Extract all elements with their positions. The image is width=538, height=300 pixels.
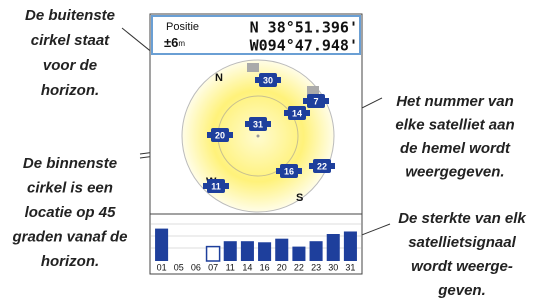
callout-line: cirkel staat xyxy=(31,32,110,49)
satellite-wing xyxy=(225,183,229,189)
signal-label: 22 xyxy=(294,262,304,272)
signal-bar xyxy=(327,234,340,261)
signal-label: 23 xyxy=(311,262,321,272)
callout-line: de hemel wordt xyxy=(400,140,511,157)
satellite-wing xyxy=(306,110,310,116)
accuracy-value: ±6 xyxy=(164,35,178,50)
signal-bar xyxy=(258,242,271,261)
satellite-label: 31 xyxy=(253,119,263,129)
callout-line: De binnenste xyxy=(23,155,117,172)
satellite-label: 7 xyxy=(313,96,318,106)
callout-line: satellietsignaal xyxy=(408,234,516,251)
signal-bar xyxy=(224,241,237,261)
satellite-wing xyxy=(267,121,271,127)
satellite-label: 11 xyxy=(211,181,221,191)
zenith xyxy=(257,135,260,138)
callout-line: voor de xyxy=(43,57,97,74)
satellite-wing xyxy=(255,77,259,83)
callout-line: wordt weerge- xyxy=(411,258,513,275)
satellite-wing xyxy=(309,163,313,169)
satellite-label: 14 xyxy=(292,108,302,118)
signal-bar xyxy=(207,247,220,261)
latitude: N 38°51.396' xyxy=(250,19,358,37)
callout-line: cirkel is een xyxy=(27,179,113,196)
signal-bar xyxy=(155,229,168,261)
signal-label: 31 xyxy=(345,262,355,272)
signal-bar xyxy=(310,241,323,261)
callout-line: locatie op 45 xyxy=(25,204,117,221)
satellite-label: 16 xyxy=(284,166,294,176)
satellite-wing xyxy=(207,132,211,138)
satellite-label: 22 xyxy=(317,161,327,171)
satellite-wing xyxy=(229,132,233,138)
satellite-wing xyxy=(277,77,281,83)
signal-label: 06 xyxy=(191,262,201,272)
callout-line: horizon. xyxy=(41,82,99,99)
signal-label: 16 xyxy=(260,262,270,272)
satellite-wing xyxy=(276,168,280,174)
untracked-satellite xyxy=(247,63,259,72)
satellite-wing xyxy=(331,163,335,169)
figure: Positie ±6m N 38°51.396' W094°47.948' N … xyxy=(0,0,538,300)
callout-line: Het nummer van xyxy=(396,93,514,110)
signal-bar xyxy=(241,241,254,261)
signal-label: 11 xyxy=(226,262,235,272)
callout-line: geven. xyxy=(437,282,486,299)
signal-bar xyxy=(292,247,305,261)
accuracy-unit: m xyxy=(178,39,185,48)
satellite-wing xyxy=(325,98,329,104)
position-label: Positie xyxy=(166,21,199,33)
signal-label: 05 xyxy=(174,262,184,272)
signal-label: 07 xyxy=(208,262,218,272)
direction-label: S xyxy=(296,192,303,204)
satellite-wing xyxy=(303,98,307,104)
direction-label: N xyxy=(215,72,223,84)
signal-bar xyxy=(275,239,288,261)
callout-line: horizon. xyxy=(41,253,99,270)
untracked-satellite xyxy=(307,86,319,95)
signal-label: 30 xyxy=(328,262,338,272)
callout-line: De buitenste xyxy=(25,7,115,24)
satellite-wing xyxy=(203,183,207,189)
signal-label: 20 xyxy=(277,262,287,272)
satellite-wing xyxy=(284,110,288,116)
satellite-wing xyxy=(245,121,249,127)
satellite-label: 20 xyxy=(215,130,225,140)
signal-bar xyxy=(344,231,357,261)
callout-line: weergegeven. xyxy=(405,163,504,180)
callout-line: elke satelliet aan xyxy=(395,116,514,133)
signal-label: 01 xyxy=(157,262,167,272)
callout-line: graden vanaf de xyxy=(11,228,127,245)
satellite-wing xyxy=(298,168,302,174)
satellite-label: 30 xyxy=(263,75,273,85)
signal-label: 14 xyxy=(242,262,252,272)
callout-line: De sterkte van elk xyxy=(398,210,526,227)
longitude: W094°47.948' xyxy=(250,37,358,55)
